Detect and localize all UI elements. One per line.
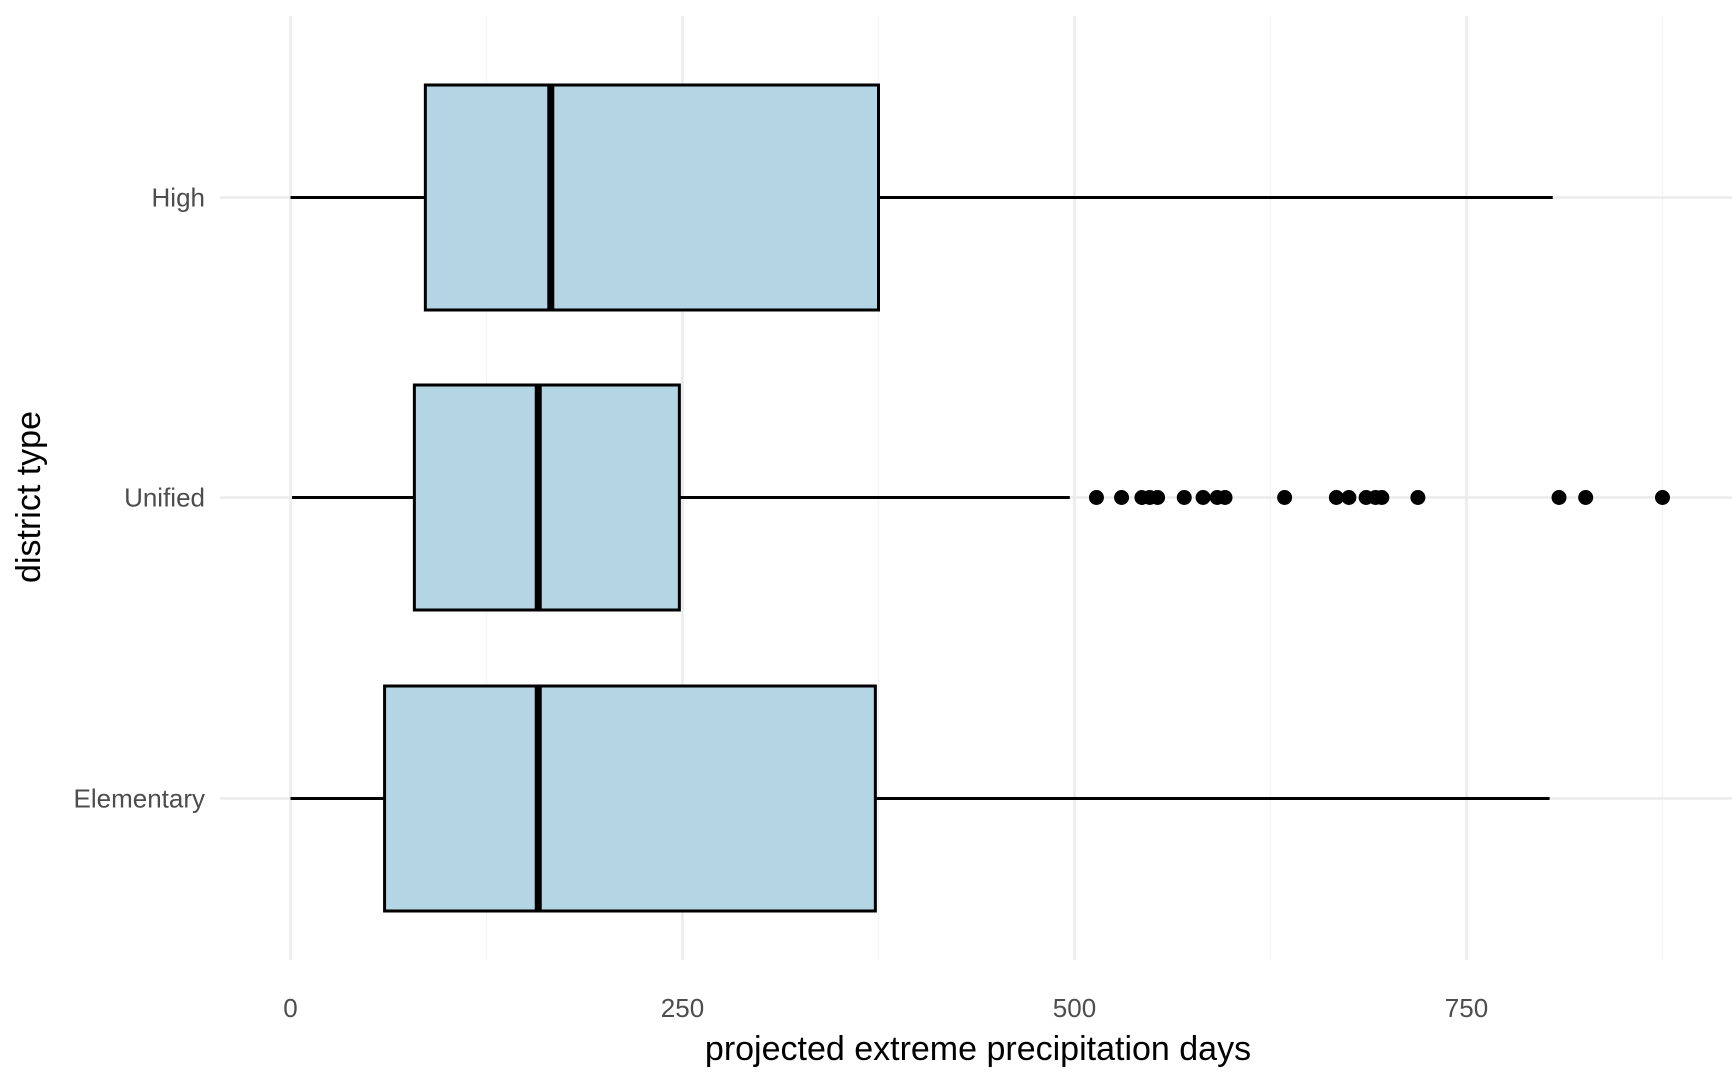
- iqr-box: [412, 383, 681, 612]
- tick-labels: High Unified Elementary 0 250 500 750: [74, 183, 1489, 1024]
- iqr-box: [383, 684, 877, 913]
- outlier-point: [1217, 490, 1233, 505]
- x-tick-label: 750: [1445, 993, 1488, 1023]
- outlier-point: [1578, 490, 1594, 505]
- outlier-point: [1114, 490, 1130, 505]
- outlier-point: [1410, 490, 1426, 505]
- box-group-unified: [292, 383, 1670, 612]
- x-axis-title: projected extreme precipitation days: [705, 1030, 1251, 1068]
- y-tick-label: Unified: [124, 483, 205, 513]
- outlier-point: [1277, 490, 1293, 505]
- x-tick-label: 500: [1053, 993, 1096, 1023]
- box-group-high: [290, 83, 1553, 312]
- outlier-point: [1088, 490, 1104, 505]
- outlier-point: [1341, 490, 1357, 505]
- y-tick-label: Elementary: [74, 784, 206, 814]
- outlier-point: [1655, 490, 1670, 505]
- outlier-point: [1195, 490, 1211, 505]
- outlier-point: [1176, 490, 1192, 505]
- x-tick-label: 0: [283, 993, 297, 1023]
- box-group-elementary: [290, 684, 1550, 913]
- outlier-point: [1374, 490, 1390, 505]
- outlier-point: [1328, 490, 1344, 505]
- outlier-point: [1150, 490, 1166, 505]
- y-axis-title: district type: [10, 411, 48, 583]
- iqr-box: [423, 83, 880, 312]
- box-marks: [290, 83, 1670, 913]
- outlier-point: [1551, 490, 1567, 505]
- x-tick-label: 250: [661, 993, 704, 1023]
- y-tick-label: High: [152, 183, 205, 213]
